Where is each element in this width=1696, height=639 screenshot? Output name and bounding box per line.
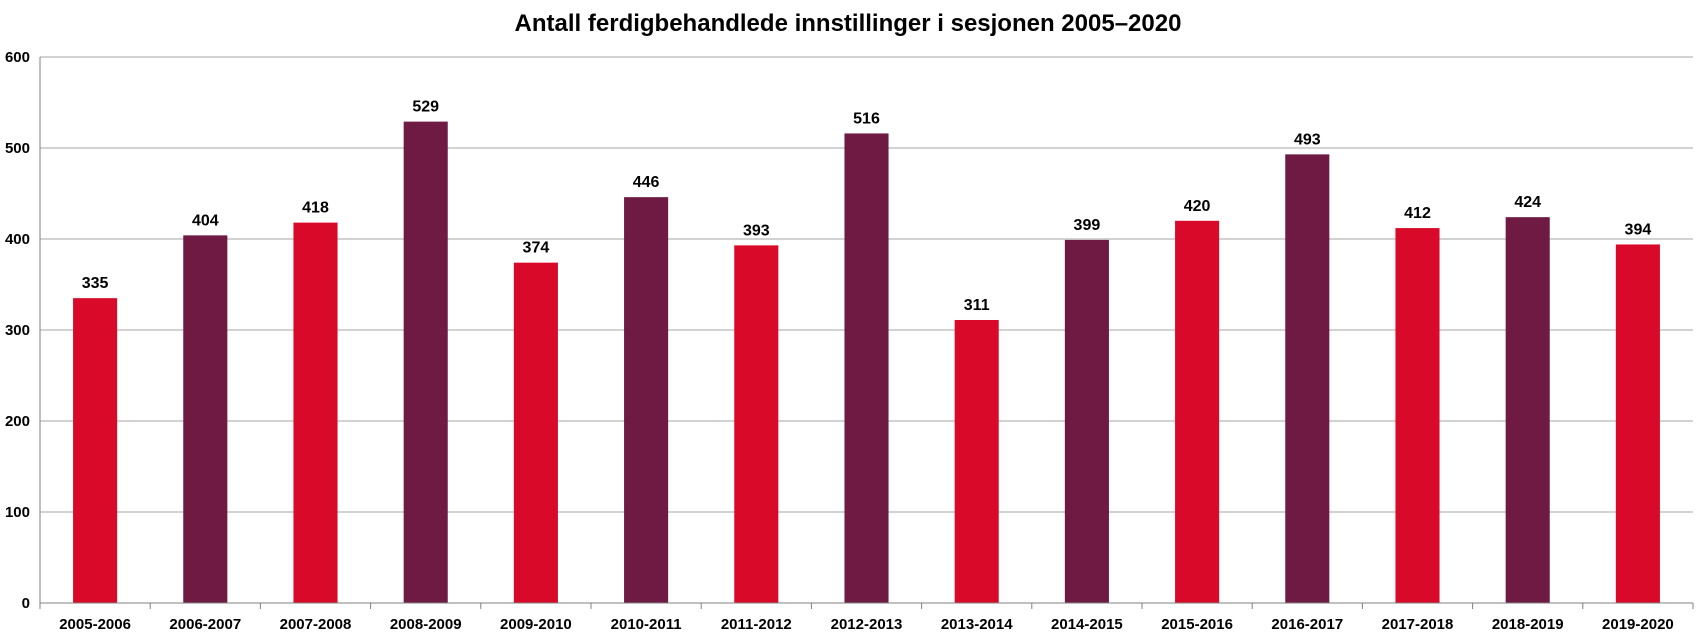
bar [1175, 220, 1220, 604]
data-labels: 335 404 418 529 374 446 393 516 311 399 420 493 412 4… [82, 99, 1652, 314]
bar [954, 319, 999, 603]
x-tick-label: 2017-2018 [1382, 616, 1454, 633]
x-tick-label: 2011-2012 [721, 616, 792, 633]
data-label: 393 [743, 222, 770, 239]
y-tick-label: 600 [5, 49, 30, 66]
data-label: 404 [192, 212, 219, 229]
bar [293, 222, 338, 603]
bar [73, 298, 118, 603]
data-label: 420 [1184, 198, 1211, 215]
x-tick-label: 2016-2017 [1271, 616, 1343, 633]
y-tick-label: 100 [5, 504, 30, 521]
x-tick-label: 2013-2014 [941, 616, 1013, 633]
x-tick-label: 2005-2006 [59, 616, 131, 633]
data-label: 335 [82, 275, 109, 292]
y-tick-label: 0 [22, 595, 30, 612]
x-tick-label: 2008-2009 [390, 616, 462, 633]
x-tick-label: 2007-2008 [280, 616, 352, 633]
x-axis [39, 57, 1694, 609]
data-label: 516 [853, 110, 880, 127]
data-label: 446 [633, 174, 660, 191]
bar [403, 121, 448, 604]
y-tick-label: 300 [5, 322, 30, 339]
x-tick-label: 2014-2015 [1051, 616, 1123, 633]
bar [1064, 239, 1109, 603]
data-label: 424 [1514, 194, 1541, 211]
data-label: 412 [1404, 205, 1431, 222]
data-label: 529 [412, 99, 439, 116]
bar [844, 133, 889, 603]
bar [734, 245, 779, 603]
x-tick-label: 2010-2011 [611, 616, 682, 633]
bar [1615, 244, 1660, 603]
y-tick-label: 500 [5, 140, 30, 157]
data-label: 394 [1625, 221, 1652, 238]
x-tick-label: 2019-2020 [1602, 616, 1674, 633]
data-label: 418 [302, 200, 329, 217]
bar [183, 235, 228, 604]
bars [73, 121, 1660, 604]
y-axis-ticks: 0 100 200 300 400 500 600 [5, 49, 30, 612]
x-tick-label: 2012-2013 [831, 616, 903, 633]
x-tick-label: 2015-2016 [1161, 616, 1233, 633]
x-tick-label: 2018-2019 [1492, 616, 1564, 633]
bar [513, 262, 558, 603]
chart-title: Antall ferdigbehandlede innstillinger i … [514, 10, 1182, 37]
x-tick-label: 2009-2010 [500, 616, 572, 633]
data-label: 493 [1294, 131, 1321, 148]
data-label: 374 [523, 240, 550, 257]
bar [624, 197, 669, 603]
x-tick-label: 2006-2007 [169, 616, 241, 633]
x-axis-ticks: 2005-2006 2006-2007 2007-2008 2008-2009 2009… [59, 616, 1674, 633]
data-label: 311 [964, 297, 990, 314]
y-tick-label: 200 [5, 413, 30, 430]
bar [1505, 217, 1550, 603]
y-tick-label: 400 [5, 231, 30, 248]
bar [1395, 228, 1440, 603]
bar [1285, 154, 1330, 603]
data-label: 399 [1074, 217, 1101, 234]
